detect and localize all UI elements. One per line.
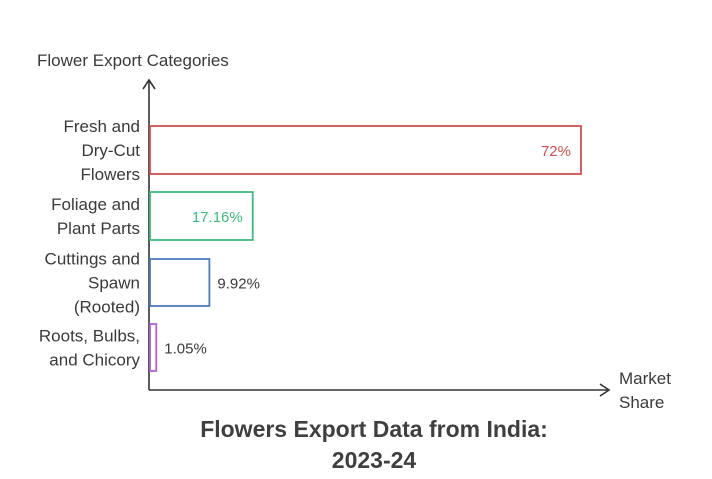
chart-title: Flowers Export Data from India: 2023-24 — [200, 416, 548, 473]
value-label-2: 17.16% — [192, 209, 243, 226]
bar-2 — [149, 191, 254, 241]
x-axis-title-text: Market Share — [619, 369, 671, 412]
bar-3 — [149, 258, 211, 307]
value-label-3: 9.92% — [217, 276, 260, 293]
category-label-4: Roots, Bulbs, and Chicory — [39, 327, 141, 370]
value-labels: 72% 17.16% 9.92% 1.05% — [164, 143, 571, 358]
chart-title-text: Flowers Export Data from India: 2023-24 — [200, 416, 548, 473]
axes — [142, 78, 611, 397]
bars — [149, 125, 582, 372]
value-label-1: 72% — [541, 143, 571, 160]
category-label-2: Foliage and Plant Parts — [51, 195, 140, 238]
category-label-3: Cuttings and Spawn (Rooted) — [45, 250, 140, 317]
y-axis-arrow — [142, 78, 156, 90]
x-axis-arrow — [599, 383, 611, 397]
category-label-1: Fresh and Dry-Cut Flowers — [63, 117, 140, 184]
x-axis-title: Market Share — [619, 369, 671, 412]
y-axis-title: Flower Export Categories — [37, 51, 229, 70]
bar-1 — [149, 125, 582, 175]
value-label-4: 1.05% — [164, 341, 207, 358]
bar-4 — [149, 323, 158, 372]
category-labels: Fresh and Dry-Cut Flowers Foliage and Plant … — [39, 117, 141, 370]
